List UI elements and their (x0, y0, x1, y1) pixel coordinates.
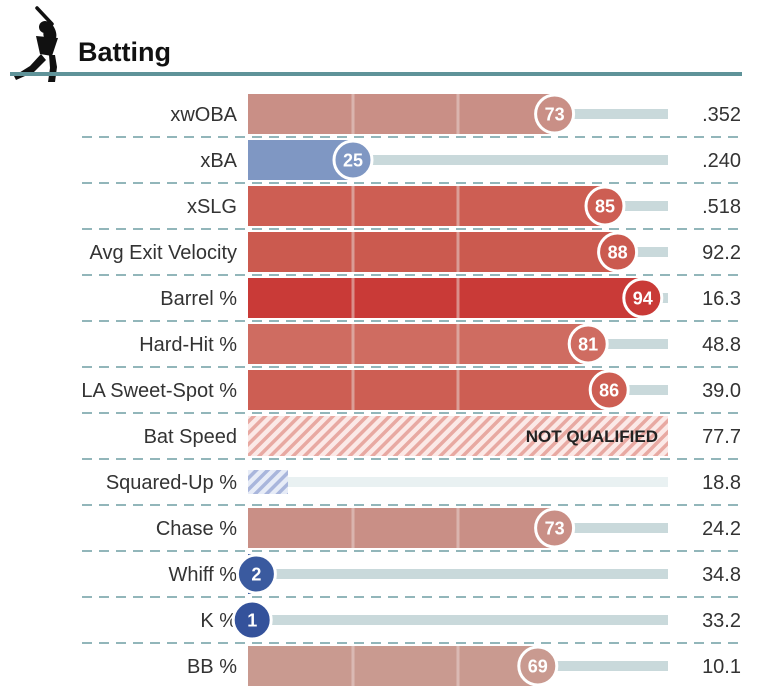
quartile-line (351, 370, 355, 410)
quartile-line (456, 278, 460, 318)
quartile-line (351, 508, 355, 548)
row-label: xwOBA (170, 104, 237, 126)
percentile-bar (248, 278, 643, 318)
squared-up-bar (248, 470, 288, 494)
row-value: 48.8 (702, 334, 741, 356)
row-label: Barrel % (160, 288, 237, 310)
percentile-badge (567, 323, 609, 365)
percentile-bar (248, 508, 555, 548)
row-value: 33.2 (702, 610, 741, 632)
row-label: K % (200, 610, 237, 632)
chart-rows: xwOBA .352 73 xBA .240 25 xSLG .518 85 Avg Exit V… (81, 93, 742, 687)
row-label: Hard-Hit % (139, 334, 237, 356)
quartile-line (456, 232, 460, 272)
row-value: 77.7 (702, 426, 741, 448)
row-value: .240 (702, 150, 741, 172)
row-label: Avg Exit Velocity (90, 242, 237, 264)
quartile-line (351, 186, 355, 226)
quartile-line (351, 324, 355, 364)
row-label: Squared-Up % (106, 472, 237, 494)
section-title: Batting (78, 37, 171, 67)
quartile-line (456, 324, 460, 364)
percentile-badge (517, 645, 559, 687)
row-label: BB % (187, 656, 237, 678)
row-label: xSLG (187, 196, 237, 218)
row-value: 18.8 (702, 472, 741, 494)
quartile-line (351, 94, 355, 134)
quartile-line (456, 646, 460, 686)
percentile-track (248, 569, 668, 579)
quartile-line (456, 186, 460, 226)
row-value: 16.3 (702, 288, 741, 310)
not-qualified-label: NOT QUALIFIED (526, 427, 658, 446)
row-label: LA Sweet-Spot % (81, 380, 237, 402)
row-value: 10.1 (702, 656, 741, 678)
row-value: 39.0 (702, 380, 741, 402)
batter-silhouette-icon (14, 6, 58, 82)
percentile-badge (332, 139, 374, 181)
percentile-bar (248, 646, 538, 686)
quartile-line (351, 232, 355, 272)
percentile-badge (534, 93, 576, 135)
percentile-badge (231, 599, 273, 641)
percentile-bar (248, 94, 555, 134)
header-rule (10, 72, 742, 76)
row-label: Bat Speed (144, 426, 237, 448)
percentile-track (248, 615, 668, 625)
percentile-badge-label: 94 (633, 289, 653, 309)
percentile-badge-label: 86 (599, 381, 619, 401)
row-label: Chase % (156, 518, 237, 540)
percentile-badge-label: 85 (595, 197, 615, 217)
percentile-track (248, 477, 668, 487)
row-value: 92.2 (702, 242, 741, 264)
percentile-badge-label: 25 (343, 151, 363, 171)
percentile-badge (235, 553, 277, 595)
quartile-line (456, 508, 460, 548)
percentile-badge-label: 73 (545, 519, 565, 539)
percentile-badge (622, 277, 664, 319)
percentile-badge (597, 231, 639, 273)
percentile-badge-label: 69 (528, 657, 548, 677)
row-value: 34.8 (702, 564, 741, 586)
percentile-bar (248, 232, 618, 272)
quartile-line (351, 646, 355, 686)
percentile-badge-label: 1 (247, 611, 257, 631)
percentile-badge (588, 369, 630, 411)
percentile-track (248, 155, 668, 165)
percentile-badge-label: 81 (578, 335, 598, 355)
quartile-line (456, 370, 460, 410)
row-value: 24.2 (702, 518, 741, 540)
quartile-line (351, 278, 355, 318)
percentile-bar (248, 324, 589, 364)
row-label: Whiff % (168, 564, 237, 586)
row-value: .518 (702, 196, 741, 218)
percentile-badge-label: 88 (608, 243, 628, 263)
percentile-badge-label: 2 (251, 565, 261, 585)
row-value: .352 (702, 104, 741, 126)
percentile-badge-label: 73 (545, 105, 565, 125)
percentile-badge (584, 185, 626, 227)
percentile-bar (248, 370, 610, 410)
quartile-line (456, 94, 460, 134)
not-qualified-bar (248, 416, 668, 456)
percentile-badge (534, 507, 576, 549)
row-label: xBA (200, 150, 237, 172)
percentile-bar (248, 186, 605, 226)
